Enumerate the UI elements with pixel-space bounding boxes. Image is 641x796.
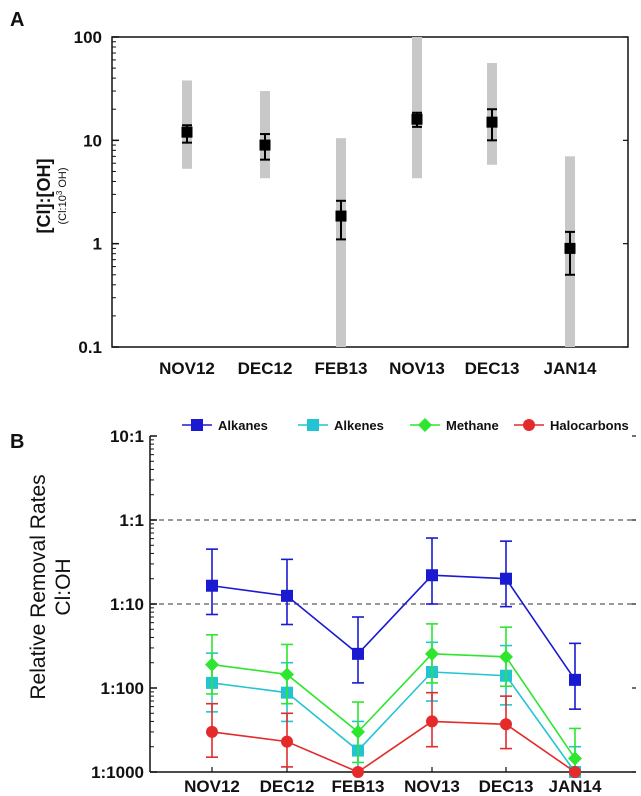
data-point-a	[486, 116, 498, 128]
x-tick-label-b: NOV13	[404, 777, 460, 796]
panel-b-ylabel2: Cl:OH	[52, 558, 75, 615]
data-point-methane	[351, 724, 365, 739]
series-line-methane	[211, 653, 576, 759]
y-tick-label-a: 100	[74, 28, 102, 47]
data-point-alkanes	[352, 647, 364, 660]
x-tick-label-a: JAN14	[544, 359, 597, 378]
panel-b-ylabel: Relative Removal Rates	[27, 474, 50, 699]
data-point-alkanes	[569, 673, 581, 686]
data-point-alkanes	[206, 579, 218, 592]
legend-marker-methane	[418, 418, 432, 432]
data-point-alkanes	[500, 572, 512, 585]
series-line-alkenes	[211, 671, 576, 773]
range-bar-a	[412, 37, 422, 179]
x-tick-label-a: NOV13	[389, 359, 445, 378]
data-point-halocarbons	[569, 766, 581, 778]
data-point-a	[181, 126, 193, 138]
y-tick-label-b: 1:1000	[91, 763, 144, 782]
panel-a-label: A	[10, 9, 24, 31]
legend-label-methane: Methane	[446, 418, 499, 433]
panel-a-ylabel-sub: (Cl:103 OH)	[55, 167, 70, 224]
plot-frame-a	[111, 36, 629, 348]
y-tick-label-a: 0.1	[78, 338, 102, 357]
x-tick-label-a: DEC13	[465, 359, 520, 378]
data-point-a	[411, 113, 423, 125]
x-tick-label-a: DEC12	[238, 359, 293, 378]
x-tick-label-b: DEC13	[479, 777, 534, 796]
y-tick-label-a: 10	[83, 131, 102, 150]
data-point-halocarbons	[426, 715, 438, 728]
data-point-halocarbons	[500, 718, 512, 731]
range-bar-a	[336, 138, 346, 347]
data-point-halocarbons	[281, 735, 293, 748]
y-tick-label-b: 1:1	[119, 511, 144, 530]
data-point-alkanes	[426, 569, 438, 582]
data-point-methane	[280, 667, 294, 682]
legend-marker-halocarbons	[523, 419, 535, 431]
y-tick-label-b: 10:1	[110, 427, 144, 446]
data-point-alkanes	[281, 589, 293, 602]
series-line-alkanes	[211, 574, 576, 681]
data-point-a	[259, 139, 271, 151]
y-tick-label-b: 1:100	[101, 679, 144, 698]
data-point-methane	[568, 751, 582, 766]
series-line-halocarbons	[211, 720, 576, 773]
legend-label-halocarbons: Halocarbons	[550, 418, 629, 433]
data-point-methane	[205, 657, 219, 672]
y-tick-label-a: 1	[93, 235, 102, 254]
x-tick-label-b: DEC12	[260, 777, 315, 796]
legend-label-alkenes: Alkenes	[334, 418, 384, 433]
data-point-methane	[425, 646, 439, 661]
y-tick-label-b: 1:10	[110, 595, 144, 614]
legend-label-alkanes: Alkanes	[218, 418, 268, 433]
panel-b-label: B	[10, 431, 24, 453]
data-point-a	[564, 242, 576, 254]
x-tick-label-b: NOV12	[184, 777, 240, 796]
x-tick-label-b: FEB13	[332, 777, 385, 796]
data-point-a	[335, 210, 347, 222]
legend-marker-alkanes	[191, 419, 203, 431]
x-tick-label-a: FEB13	[315, 359, 368, 378]
panel-a-ylabel: [Cl]:[OH]	[34, 159, 54, 234]
data-point-methane	[499, 649, 513, 664]
data-point-halocarbons	[206, 725, 218, 738]
data-point-halocarbons	[352, 766, 364, 778]
legend-marker-alkenes	[307, 419, 319, 431]
x-tick-label-b: JAN14	[549, 777, 602, 796]
x-tick-label-a: NOV12	[159, 359, 215, 378]
